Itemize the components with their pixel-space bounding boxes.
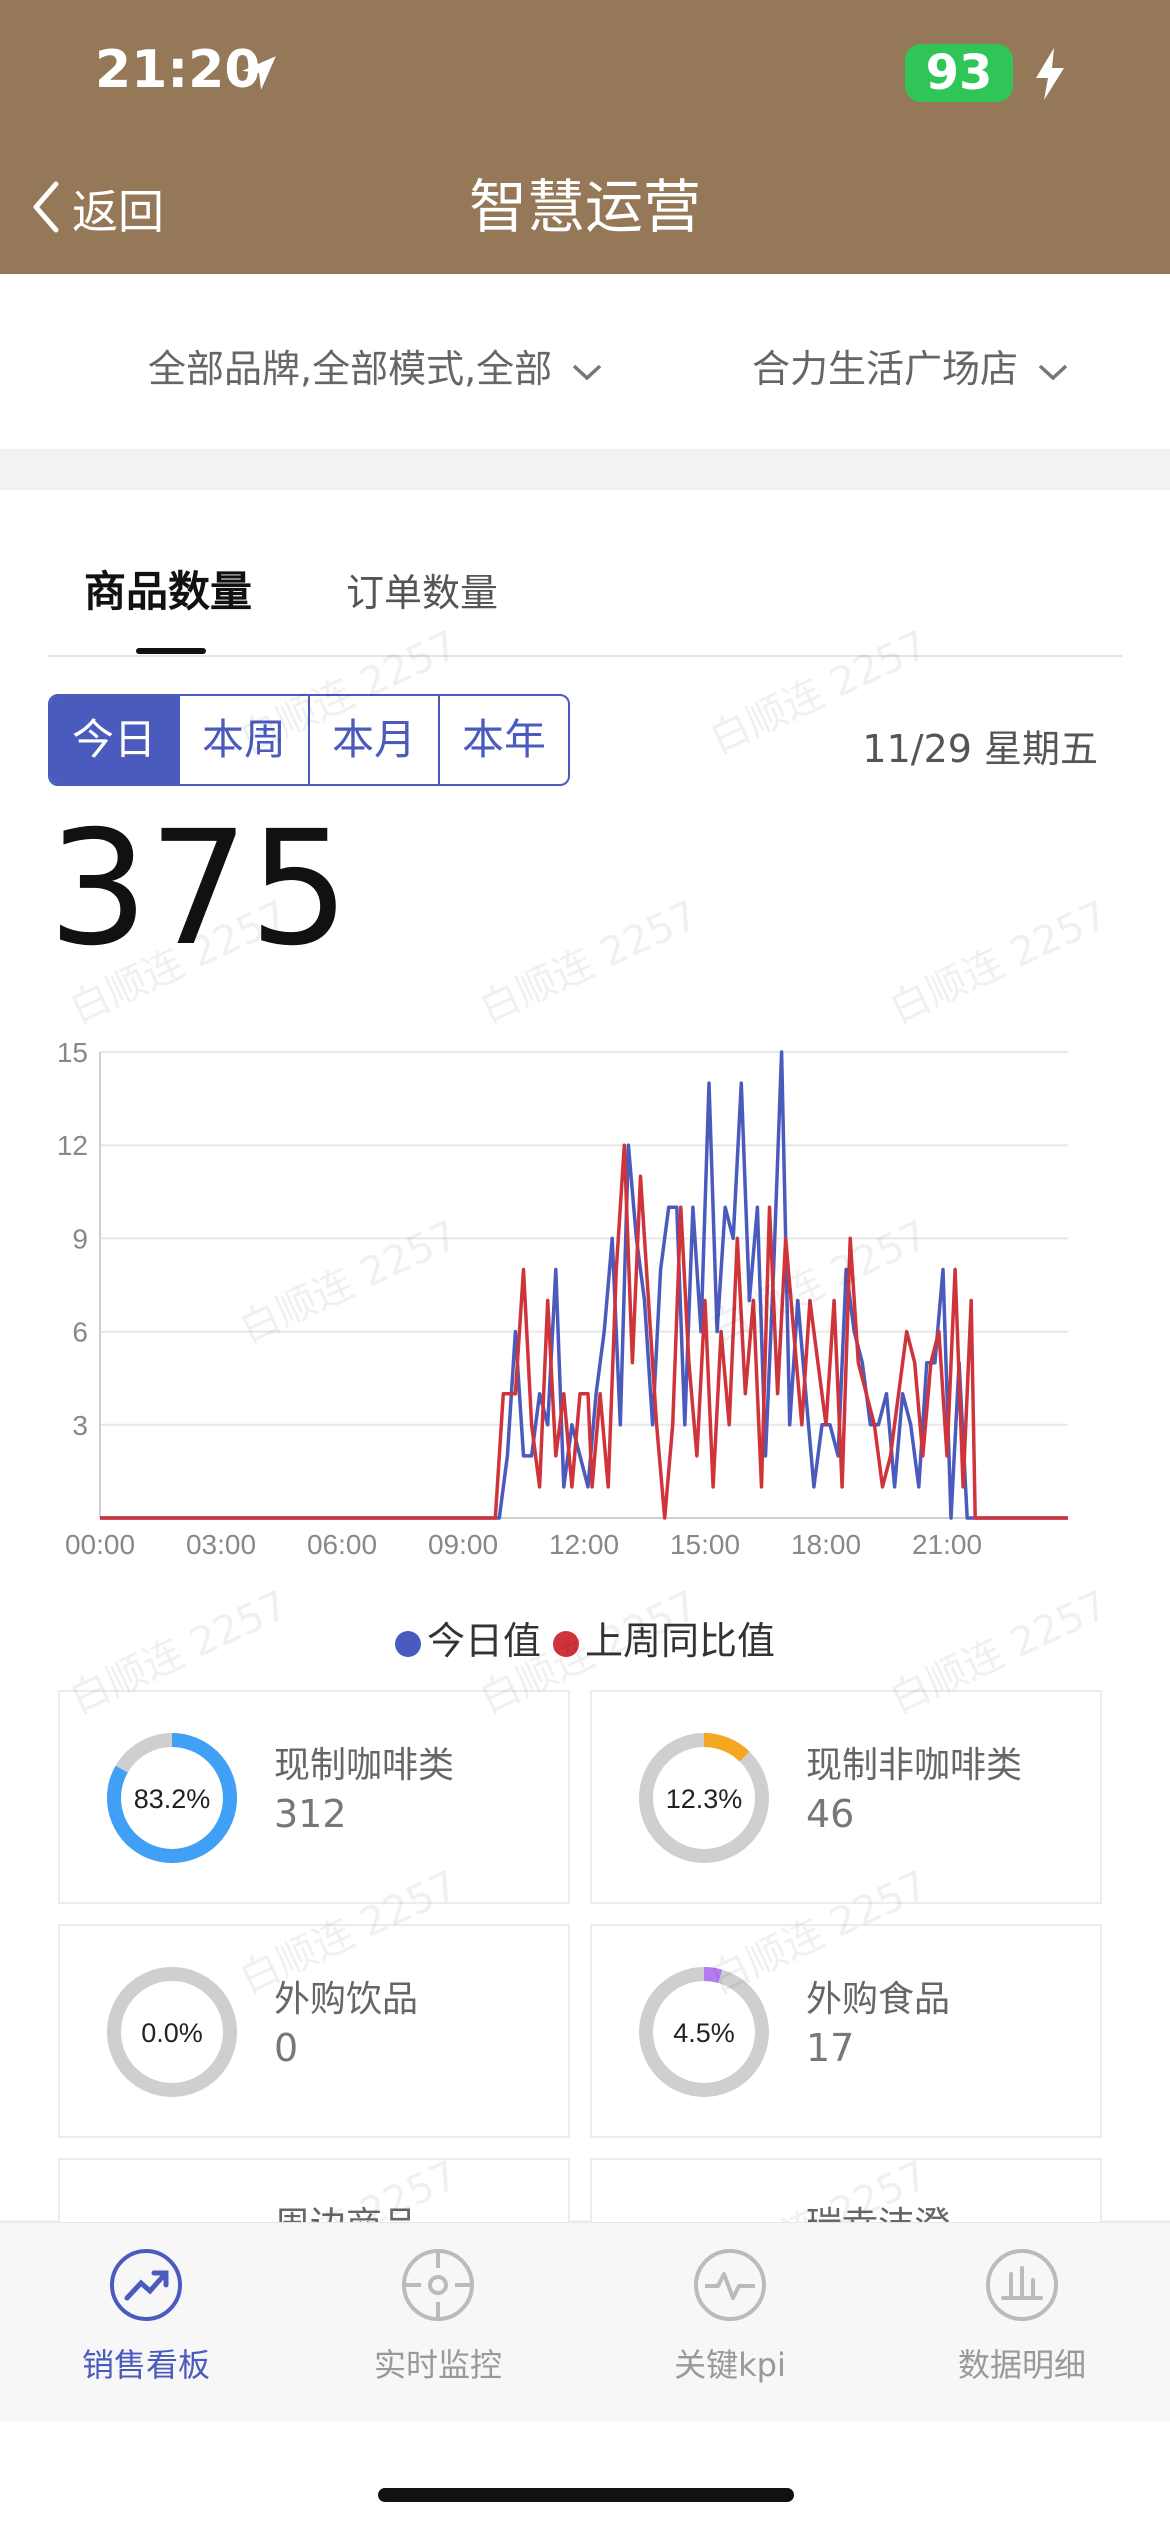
location-arrow-icon [242,56,276,90]
donut-arc [107,1733,237,1863]
tab-divider [48,655,1122,657]
segment-this-year[interactable]: 本年 [438,696,568,784]
segment-today[interactable]: 今日 [50,696,178,784]
donut-ring: 4.5% [639,1967,769,2097]
card-label: 周边商品 [274,2196,418,2222]
x-tick-label: 00:00 [65,1529,135,1560]
card-value: 46 [806,1792,855,1836]
segment-this-week[interactable]: 本周 [178,696,308,784]
tab-realtime-monitor[interactable]: 实时监控 [318,2246,558,2396]
store-filter-dropdown[interactable]: 合力生活广场店 [752,338,1070,393]
x-tick-label: 15:00 [670,1529,740,1560]
donut-ring: 12.3% [639,1733,769,1863]
tab-product-count[interactable]: 商品数量 [84,567,253,616]
home-indicator [378,2488,794,2502]
card-fresh-non-coffee[interactable]: 12.3% 现制非咖啡类 46 [590,1690,1102,1904]
charging-bolt-icon [1036,48,1064,100]
tab-data-detail[interactable]: 数据明细 [902,2246,1142,2396]
donut-percent: 83.2% [134,1784,211,1814]
battery-indicator: 93 [905,44,1013,102]
card-label: 瑞幸洁澄 [806,2196,950,2222]
card-packaged-drinks[interactable]: 0.0% 外购饮品 0 [58,1924,570,2138]
card-label: 外购食品 [806,1979,951,2020]
y-tick-label: 9 [72,1223,88,1254]
brand-filter-dropdown[interactable]: 全部品牌,全部模式,全部 [148,338,604,393]
donut-percent: 0.0% [141,2018,203,2048]
date-label: 11/29 星期五 [862,727,1098,771]
back-chevron-icon[interactable] [28,178,64,236]
page-title: 智慧运营 [468,173,701,241]
card-label: 外购饮品 [274,1979,419,2020]
trend-up-icon [110,2249,182,2321]
legend-item-today[interactable]: 今日值 [394,1610,541,1665]
legend-label-last-week: 上周同比值 [585,1619,776,1663]
card-fresh-coffee[interactable]: 83.2% 现制咖啡类 312 [58,1690,570,1904]
segment-this-month[interactable]: 本月 [308,696,438,784]
back-button[interactable]: 返回 [72,185,164,239]
card-value: 17 [806,2026,855,2070]
chevron-down-icon [1038,364,1068,380]
tab-sales-board[interactable]: 销售看板 [26,2246,266,2396]
active-tab-indicator [136,648,206,654]
donut-ring: 83.2% [107,1733,237,1863]
tab-label: 销售看板 [81,2346,210,2384]
brand-filter-label: 全部品牌,全部模式,全部 [148,347,553,391]
donut-percent: 12.3% [666,1784,743,1814]
donut-arc [639,1733,769,1863]
nav-bar [0,150,1170,274]
legend-label-today: 今日值 [426,1619,541,1663]
card-label: 现制非咖啡类 [806,1745,1023,1786]
y-tick-label: 6 [72,1317,88,1348]
crosshair-icon [402,2249,474,2321]
bottom-tab-bar [0,2222,1170,2423]
x-tick-label: 09:00 [428,1529,498,1560]
card-value: 0 [274,2026,299,2070]
chart-legend: 今日值 上周同比值 [0,1610,1170,1665]
category-card-partial[interactable]: 瑞幸洁澄 [590,2158,1102,2222]
period-segmented-control: 今日 本周 本月 本年 [48,694,570,786]
donut-ring: 0.0% [107,1967,237,2097]
x-tick-label: 12:00 [549,1529,619,1560]
x-tick-label: 06:00 [307,1529,377,1560]
category-card-partial[interactable]: 周边商品 [58,2158,570,2222]
chevron-down-icon [573,364,602,380]
home-area [0,2422,1170,2532]
y-tick-label: 15 [57,1037,88,1068]
y-tick-label: 12 [57,1130,88,1161]
card-label: 现制咖啡类 [274,1745,455,1786]
series-line-last-week [100,1143,1068,1520]
bar-chart-icon [986,2249,1058,2321]
tab-label: 关键kpi [674,2346,786,2384]
x-tick-label: 18:00 [791,1529,861,1560]
total-value: 375 [48,797,350,981]
line-chart: 15 12 9 6 3 00:00 03:00 06:00 09:00 12:00 15:00 18:… [57,1037,1068,1560]
donut-arc [639,1967,769,2097]
x-tick-label: 03:00 [186,1529,256,1560]
tab-label: 数据明细 [957,2346,1086,2384]
donut-percent: 4.5% [673,2018,735,2048]
legend-item-last-week[interactable]: 上周同比值 [553,1610,775,1665]
filter-bar [0,274,1170,449]
series-line-today [100,1050,1068,1520]
y-tick-label: 3 [72,1410,88,1441]
tab-order-count[interactable]: 订单数量 [346,571,499,615]
pulse-icon [694,2249,766,2321]
tab-label: 实时监控 [373,2346,502,2384]
x-tick-label: 21:00 [912,1529,982,1560]
status-time: 21:20 [95,40,261,100]
card-packaged-food[interactable]: 4.5% 外购食品 17 [590,1924,1102,2138]
store-filter-label: 合力生活广场店 [752,347,1019,391]
card-value: 312 [274,1792,347,1836]
tab-key-kpi[interactable]: 关键kpi [610,2246,850,2396]
